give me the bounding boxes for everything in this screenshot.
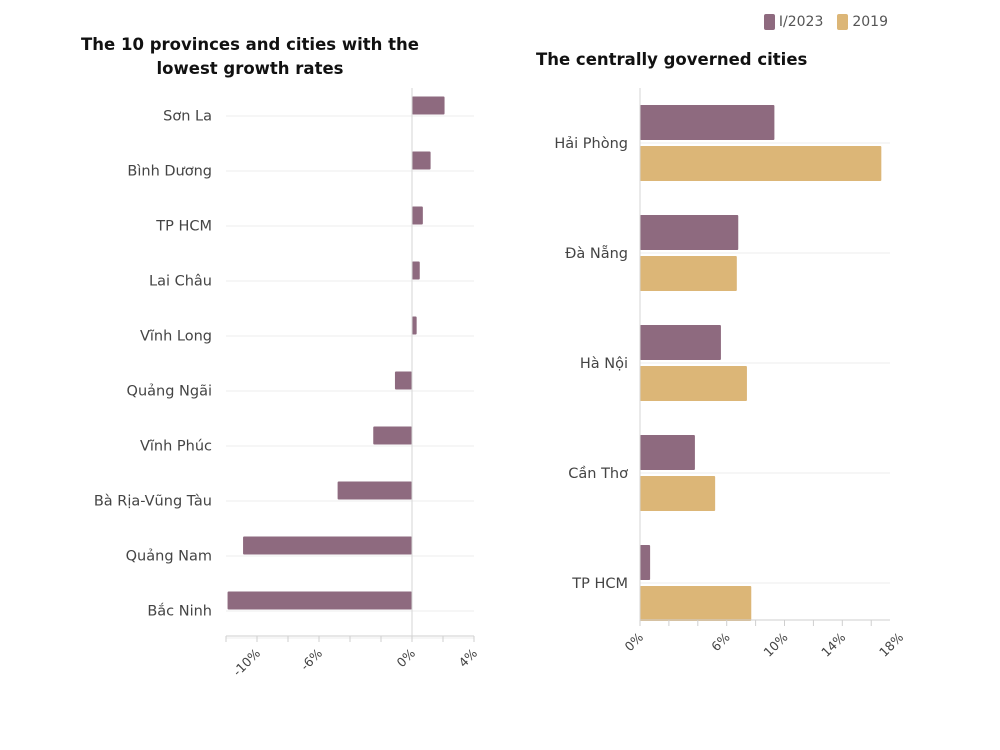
legend-label-2019: 2019 xyxy=(852,14,888,30)
bar-i-2023-son-la xyxy=(412,96,445,115)
legend-item-i2023: I/2023 xyxy=(763,14,824,30)
bar-i-2023-can-tho xyxy=(640,435,695,470)
category-label-lai-chau: Lai Châu xyxy=(149,274,212,290)
bar-i-2023-da-nang xyxy=(640,215,739,250)
legend-item-2019: 2019 xyxy=(837,14,888,30)
x-tick-label: 14% xyxy=(818,629,848,659)
bar-i-2023-ba-ria-vung-tau xyxy=(337,481,412,500)
bar-i-2023-vinh-phuc xyxy=(373,426,412,445)
legend-swatch-2019 xyxy=(837,14,849,30)
bar-2019-can-tho xyxy=(640,476,716,511)
bar-i-2023-tp-hcm xyxy=(640,545,651,580)
category-label-tp-hcm: TP HCM xyxy=(571,576,628,592)
category-label-son-la: Sơn La xyxy=(163,109,212,125)
chart-lowest-growth: Sơn La Bình Dương TP HCM Lai Châu Vĩnh Long Q… xyxy=(94,88,480,679)
category-label-can-tho: Cần Thơ xyxy=(568,466,628,482)
category-label-tp-hcm: TP HCM xyxy=(155,219,212,235)
category-label-vinh-long: Vĩnh Long xyxy=(140,329,212,345)
category-label-ha-noi: Hà Nội xyxy=(580,356,628,372)
x-tick-label: 18% xyxy=(876,629,906,659)
bar-i-2023-quang-ngai xyxy=(394,371,412,390)
x-tick-label: 0% xyxy=(393,645,418,670)
chart-central-cities: Hải Phòng Đà Nẵng Hà Nội Cần Thơ TP HCM 0% 6% 1… xyxy=(554,88,906,660)
bar-i-2023-vinh-long xyxy=(412,316,417,335)
category-label-hai-phong: Hải Phòng xyxy=(554,136,628,152)
bar-2019-hai-phong xyxy=(640,146,882,181)
bar-i-2023-lai-chau xyxy=(412,261,420,280)
category-label-bac-ninh: Bắc Ninh xyxy=(147,603,212,620)
left-chart-title: The 10 provinces and cities with the low… xyxy=(81,35,419,78)
bar-2019-ha-noi xyxy=(640,366,747,401)
x-tick-label: -10% xyxy=(230,645,264,679)
legend: I/2023 2019 xyxy=(756,14,888,30)
bar-2019-tp-hcm xyxy=(640,586,752,621)
x-tick-label: 6% xyxy=(708,629,733,654)
bar-i-2023-ha-noi xyxy=(640,325,721,360)
category-label-binh-duong: Bình Dương xyxy=(127,164,212,180)
category-label-ba-ria-vung-tau: Bà Rịa-Vũng Tàu xyxy=(94,494,212,510)
category-label-quang-ngai: Quảng Ngãi xyxy=(127,384,212,400)
bar-i-2023-bac-ninh xyxy=(227,591,412,610)
category-label-da-nang: Đà Nẵng xyxy=(565,245,628,262)
legend-swatch-i2023 xyxy=(763,14,775,30)
x-tick-label: 0% xyxy=(621,629,646,654)
bar-i-2023-binh-duong xyxy=(412,151,431,170)
bar-i-2023-hai-phong xyxy=(640,105,775,140)
legend-label-i2023: I/2023 xyxy=(778,14,824,30)
bar-2019-da-nang xyxy=(640,256,737,291)
category-label-quang-nam: Quảng Nam xyxy=(126,549,212,565)
x-tick-label: 10% xyxy=(760,629,790,659)
x-tick-label: 4% xyxy=(455,645,480,670)
bar-i-2023-tp-hcm xyxy=(412,206,423,225)
x-tick-label: -6% xyxy=(297,645,325,673)
bar-i-2023-quang-nam xyxy=(243,536,412,555)
category-label-vinh-phuc: Vĩnh Phúc xyxy=(140,439,212,455)
right-chart-title: The centrally governed cities xyxy=(536,50,808,69)
